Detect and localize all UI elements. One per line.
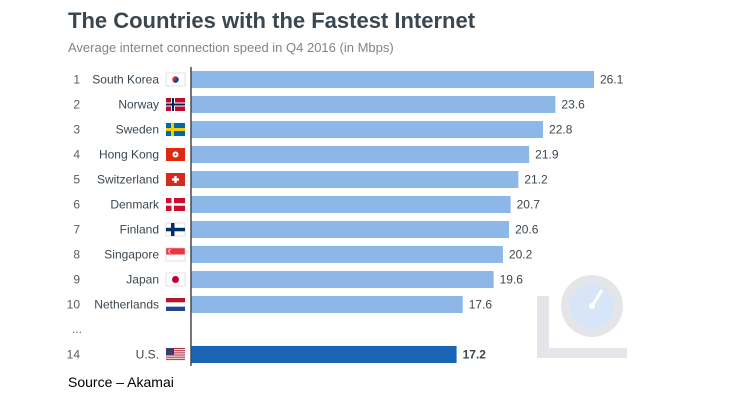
south-korea-flag-icon	[165, 72, 186, 87]
value-label: 20.6	[515, 223, 539, 237]
rank-label: 9	[73, 273, 80, 287]
bar-row: 2 Norway 23.6	[73, 96, 585, 113]
bar	[191, 271, 494, 288]
country-label: Sweden	[116, 123, 159, 137]
bar-row: 3 Sweden 22.8	[73, 121, 573, 138]
value-label: 22.8	[549, 123, 573, 137]
value-label: 20.7	[517, 198, 541, 212]
finland-flag-icon	[165, 222, 186, 237]
bar	[191, 221, 510, 238]
switzerland-flag-icon	[166, 173, 185, 186]
rank-label: 6	[73, 198, 80, 212]
rank-label: 2	[73, 98, 80, 112]
bar-row: 7 Finland 20.6	[73, 221, 539, 238]
bar	[191, 246, 503, 263]
rank-label: 10	[67, 298, 81, 312]
us-flag-icon	[166, 348, 185, 361]
highlight-bar	[191, 346, 457, 363]
country-label: Switzerland	[97, 173, 159, 187]
value-label: 21.2	[524, 173, 548, 187]
bar	[191, 96, 556, 113]
country-label: Netherlands	[94, 298, 159, 312]
country-label: Denmark	[110, 198, 160, 212]
country-label: South Korea	[92, 73, 159, 87]
country-label: Japan	[126, 273, 159, 287]
value-label: 19.6	[500, 273, 524, 287]
bar	[191, 171, 519, 188]
denmark-flag-icon	[166, 198, 185, 211]
value-label: 23.6	[561, 98, 585, 112]
bar-row: 8 Singapore 20.2	[73, 246, 533, 263]
rank-label: 7	[73, 223, 80, 237]
value-label: 21.9	[535, 148, 559, 162]
country-label: Norway	[118, 98, 159, 112]
value-label: 26.1	[600, 73, 624, 87]
speedometer-laptop-icon	[537, 275, 627, 358]
rank-label: 1	[73, 73, 80, 87]
rank-label: 14	[67, 348, 81, 362]
value-label: 17.2	[463, 348, 487, 362]
bar-row: 6 Denmark 20.7	[73, 196, 540, 213]
bar-row: 4 Hong Kong 21.9	[73, 146, 559, 163]
source-note: Source – Akamai	[68, 374, 174, 390]
norway-flag-icon	[166, 98, 185, 111]
country-label: Finland	[120, 223, 159, 237]
rank-label: 3	[73, 123, 80, 137]
chart-subtitle: Average internet connection speed in Q4 …	[68, 40, 394, 55]
gap-ellipsis: ...	[72, 322, 82, 336]
bar	[191, 121, 544, 138]
bar	[191, 71, 594, 88]
highlight-row: 14 U.S. 17.2	[67, 346, 487, 363]
bar-row: 9 Japan 19.6	[73, 271, 523, 288]
rank-label: 4	[73, 148, 80, 162]
rank-label: 8	[73, 248, 80, 262]
country-label: U.S.	[136, 348, 159, 362]
country-label: Hong Kong	[99, 148, 159, 162]
bar-row: 10 Netherlands 17.6	[67, 296, 493, 313]
bar	[191, 146, 530, 163]
sweden-flag-icon	[166, 123, 185, 136]
japan-flag-icon	[165, 272, 186, 287]
bar	[191, 296, 463, 313]
bar	[191, 196, 511, 213]
bar-row: 5 Switzerland 21.2	[73, 171, 548, 188]
rank-label: 5	[73, 173, 80, 187]
hong-kong-flag-icon	[166, 148, 185, 161]
value-label: 17.6	[469, 298, 493, 312]
country-label: Singapore	[104, 248, 159, 262]
value-label: 20.2	[509, 248, 533, 262]
singapore-flag-icon	[165, 247, 186, 262]
netherlands-flag-icon	[166, 298, 185, 311]
bar-row: 1 South Korea 26.1	[73, 71, 624, 88]
chart-title: The Countries with the Fastest Internet	[68, 8, 476, 33]
